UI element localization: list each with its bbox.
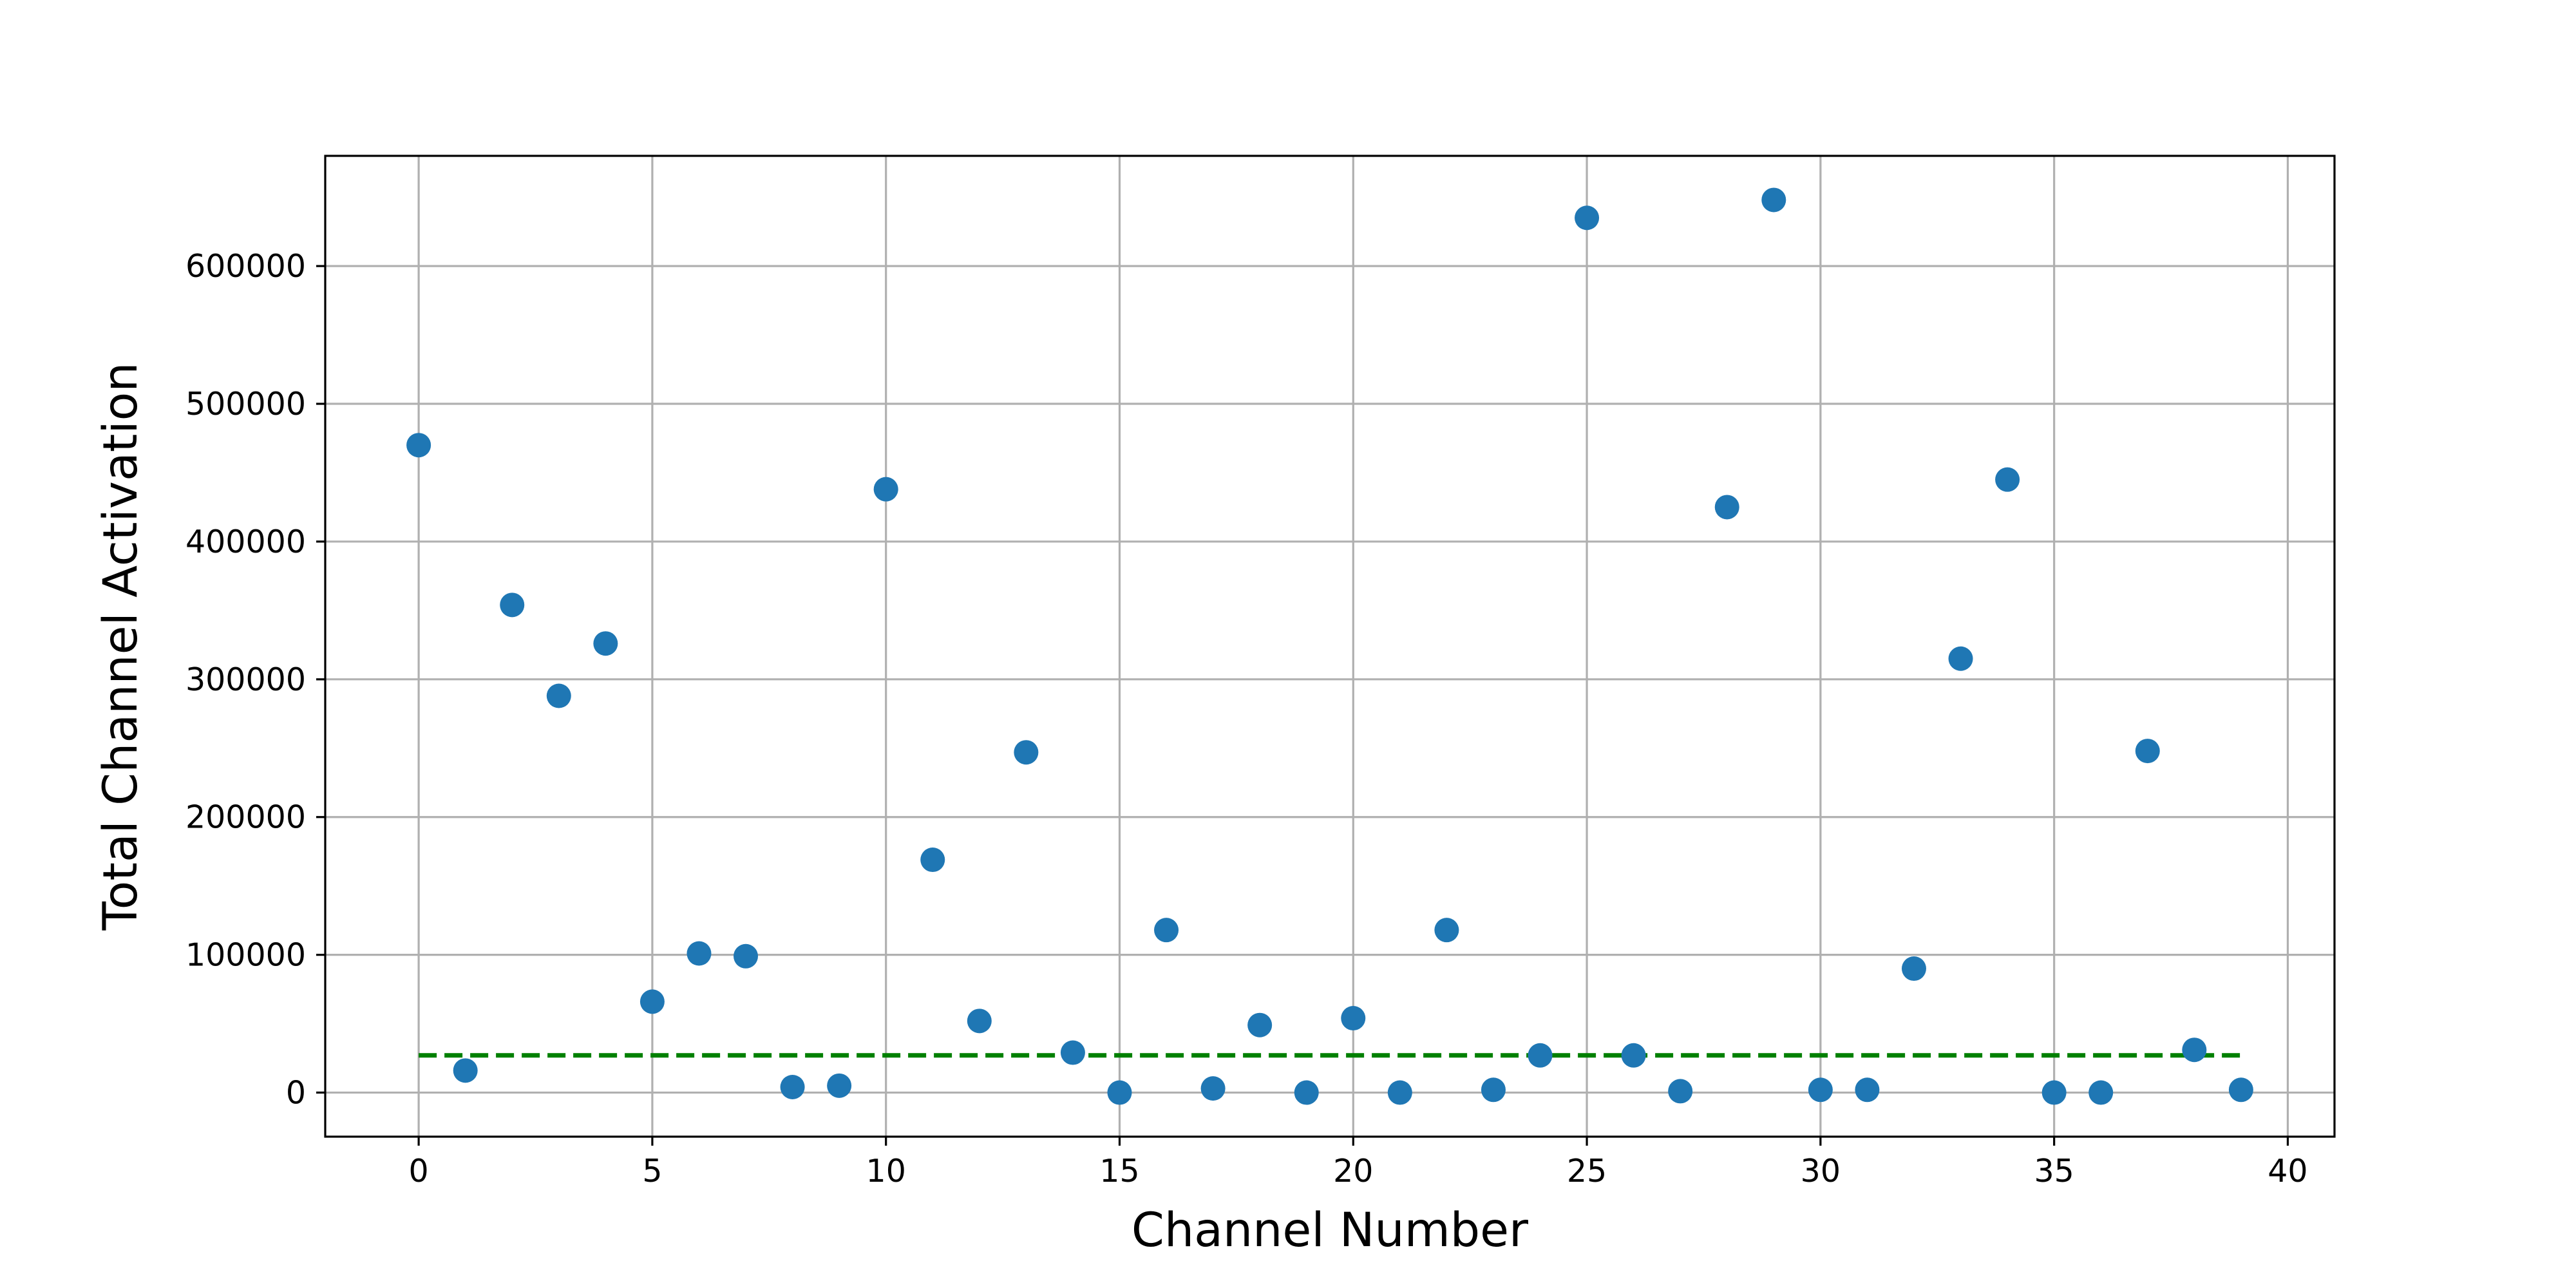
data-point bbox=[1154, 918, 1179, 943]
x-axis-label: Channel Number bbox=[1132, 1203, 1529, 1258]
data-point bbox=[1434, 918, 1459, 943]
data-point bbox=[1014, 740, 1039, 765]
data-point bbox=[1060, 1040, 1085, 1065]
data-point bbox=[2135, 739, 2160, 764]
x-tick-label: 35 bbox=[2034, 1153, 2074, 1189]
data-point bbox=[967, 1009, 992, 1034]
data-point bbox=[2182, 1037, 2207, 1063]
data-point bbox=[1528, 1043, 1553, 1068]
y-tick-label: 100000 bbox=[185, 937, 306, 974]
y-tick-label: 600000 bbox=[185, 248, 306, 285]
data-point bbox=[1714, 495, 1739, 520]
data-point bbox=[500, 592, 525, 618]
data-point bbox=[639, 989, 665, 1014]
data-point bbox=[1575, 205, 1600, 231]
data-point bbox=[920, 848, 945, 873]
data-point bbox=[873, 477, 898, 502]
y-tick-label: 300000 bbox=[185, 661, 306, 698]
x-tick-label: 10 bbox=[866, 1153, 906, 1189]
x-tick-label: 25 bbox=[1567, 1153, 1607, 1189]
y-tick-label: 200000 bbox=[185, 799, 306, 836]
data-point bbox=[1621, 1043, 1646, 1068]
data-point bbox=[1341, 1006, 1366, 1031]
data-point bbox=[827, 1073, 852, 1098]
data-point bbox=[546, 683, 571, 708]
y-tick-label: 0 bbox=[286, 1075, 306, 1112]
data-point bbox=[406, 433, 431, 458]
data-point bbox=[1200, 1076, 1226, 1101]
y-tick-label: 500000 bbox=[185, 386, 306, 422]
x-tick-label: 40 bbox=[2268, 1153, 2307, 1189]
data-point bbox=[1247, 1012, 1273, 1037]
data-point bbox=[1995, 467, 2020, 492]
data-point bbox=[593, 631, 618, 656]
x-tick-label: 0 bbox=[409, 1153, 429, 1189]
data-point bbox=[453, 1058, 478, 1083]
data-point bbox=[2088, 1080, 2114, 1105]
data-point bbox=[1107, 1080, 1132, 1105]
x-tick-label: 20 bbox=[1333, 1153, 1373, 1189]
data-points bbox=[406, 187, 2253, 1105]
data-point bbox=[1294, 1080, 1319, 1105]
data-point bbox=[1808, 1077, 1833, 1103]
x-axis-ticks: 0 5 10 15 20 25 30 35 40 bbox=[409, 1137, 2308, 1189]
data-point bbox=[2228, 1077, 2253, 1103]
data-point bbox=[734, 943, 759, 969]
data-point bbox=[1668, 1079, 1693, 1104]
data-point bbox=[1948, 646, 1973, 671]
x-tick-label: 5 bbox=[642, 1153, 662, 1189]
data-point bbox=[1387, 1080, 1412, 1105]
y-tick-label: 400000 bbox=[185, 524, 306, 560]
data-point bbox=[1901, 956, 1926, 981]
y-axis-ticks: 0 100000 200000 300000 400000 500000 600000 bbox=[185, 248, 325, 1112]
x-tick-label: 30 bbox=[1801, 1153, 1841, 1189]
data-point bbox=[1855, 1077, 1880, 1103]
plot-frame bbox=[324, 155, 2336, 1138]
data-point bbox=[1761, 187, 1786, 213]
data-point bbox=[2041, 1080, 2067, 1105]
grid-lines bbox=[325, 156, 2334, 1137]
data-point bbox=[687, 941, 712, 966]
data-point bbox=[1481, 1077, 1506, 1103]
x-tick-label: 15 bbox=[1099, 1153, 1139, 1189]
y-axis-label: Total Channel Activation bbox=[93, 362, 148, 931]
data-point bbox=[780, 1074, 805, 1099]
